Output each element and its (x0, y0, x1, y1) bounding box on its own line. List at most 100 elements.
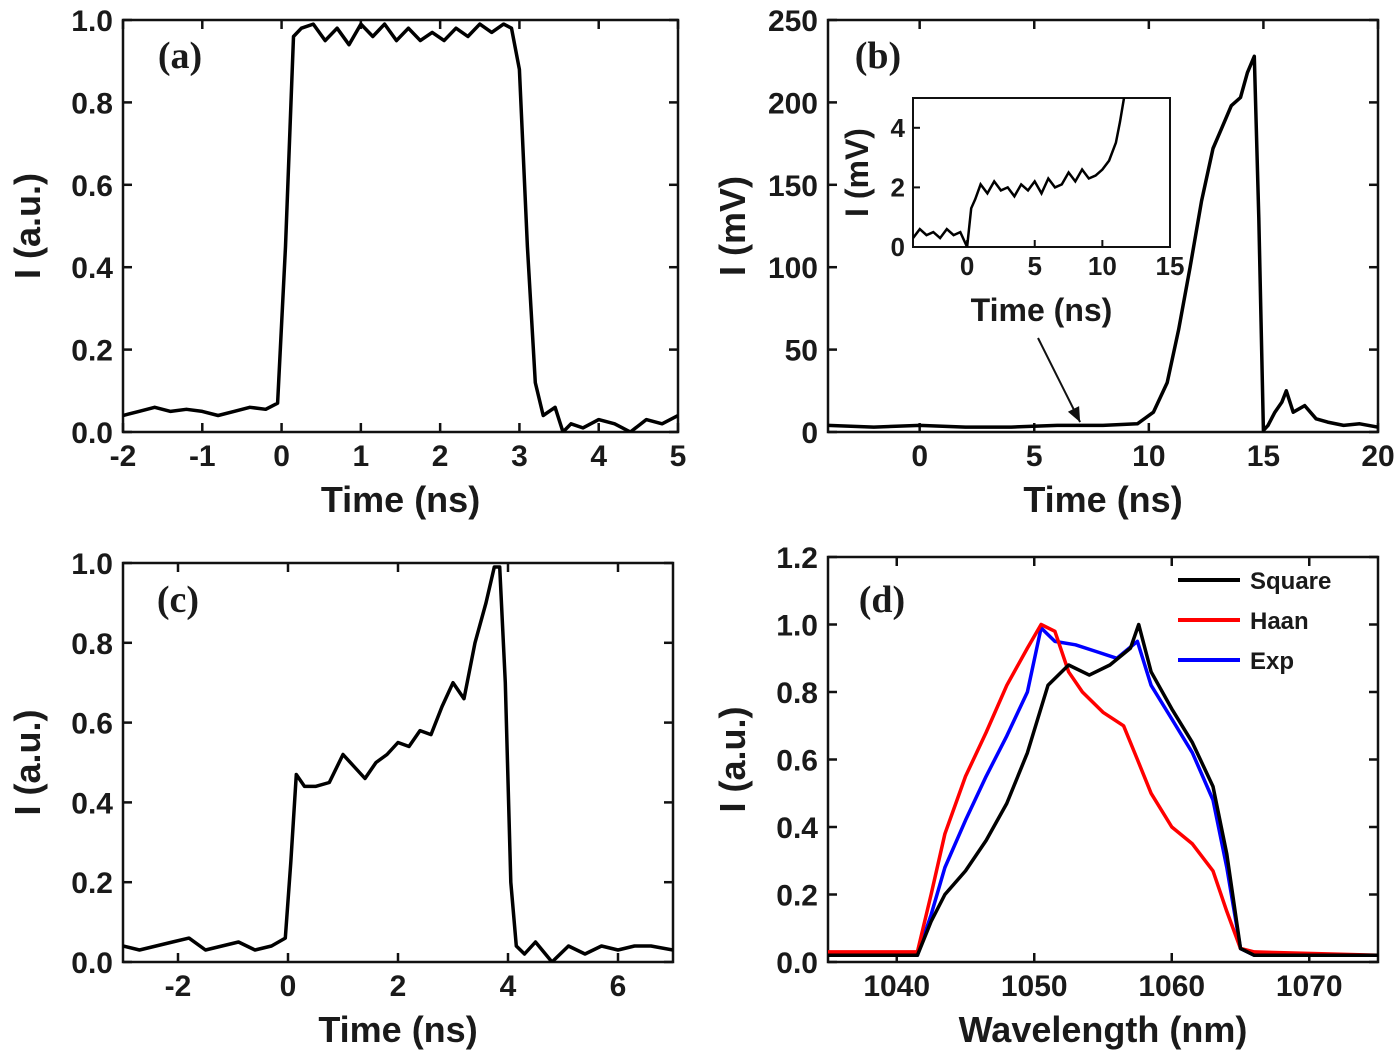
data-point (372, 35, 374, 38)
data-point (964, 426, 967, 428)
data-point (138, 410, 140, 413)
data-point (1212, 870, 1214, 872)
data-point (661, 423, 663, 425)
data-point (828, 424, 829, 427)
y-tick-label: 0.2 (71, 867, 113, 900)
data-point (1136, 758, 1139, 761)
data-point (1171, 708, 1173, 710)
x-tick-label: 1050 (1001, 970, 1068, 1003)
x-tick-label: 2 (390, 970, 407, 1003)
data-point (534, 941, 537, 943)
data-point (944, 833, 946, 835)
data-point (1253, 954, 1256, 957)
data-point (1026, 752, 1029, 754)
x-axis-title: Time (ns) (321, 479, 480, 520)
data-point (1047, 684, 1049, 687)
data-point (336, 27, 338, 30)
annotation-arrowhead (1067, 406, 1081, 423)
data-point (1226, 910, 1228, 913)
data-point (930, 920, 932, 923)
data-point (498, 566, 501, 568)
data-point (551, 961, 553, 962)
panel-a: -2 -1 0 1 2 3 4 5 0.0 0.2 0.4 0.6 0.8 1.0 Time (ns) I (… (7, 5, 686, 520)
data-point (443, 39, 445, 42)
data-point (1358, 423, 1361, 425)
data-point (985, 839, 987, 842)
x-tick-label: 2 (432, 440, 449, 473)
legend-label-exp: Exp (1250, 648, 1294, 675)
data-point (138, 949, 141, 951)
data-point (502, 23, 505, 25)
y-axis-title: I (mV) (712, 176, 753, 276)
y-tick-label: 0.8 (71, 87, 113, 120)
data-point (1212, 785, 1214, 788)
x-tick-label: -2 (110, 440, 137, 473)
data-point (431, 31, 434, 34)
y-tick-label: 0.8 (776, 677, 818, 710)
data-point (342, 753, 344, 756)
series-line-exp (828, 626, 1378, 958)
data-point (1342, 424, 1345, 427)
data-point (964, 870, 967, 872)
plot-frame (826, 18, 1380, 434)
data-point (324, 39, 327, 42)
data-point (1377, 954, 1378, 957)
inset-series-line (913, 98, 1126, 247)
data-point (155, 945, 157, 947)
data-point (1326, 421, 1329, 423)
data-point (1010, 426, 1013, 428)
panel-label: (b) (855, 35, 901, 77)
data-point (504, 681, 507, 684)
y-tick-label: 0.6 (71, 708, 113, 741)
data-point (944, 866, 946, 869)
y-tick-label: 250 (768, 5, 818, 38)
data-point (523, 953, 526, 955)
data-point (1230, 104, 1233, 107)
data-point (123, 945, 124, 947)
plot-frame (121, 561, 675, 964)
data-point (1281, 401, 1283, 404)
data-point (1253, 951, 1256, 953)
data-point (930, 893, 932, 896)
y-axis-title: I (a.u.) (7, 173, 48, 279)
data-point (452, 681, 454, 684)
legend-label-square: Square (1250, 568, 1331, 595)
panel-label: (d) (859, 579, 905, 621)
data-point (964, 775, 967, 778)
data-point (312, 23, 315, 25)
panel-d: 1040 1050 1060 1070 0.0 0.2 0.4 0.6 0.8 1.0 1.2 Wav… (712, 542, 1380, 1050)
data-point (1315, 418, 1317, 420)
data-point (1226, 853, 1228, 855)
x-axis-title: Time (ns) (1023, 479, 1182, 520)
data-point (570, 423, 572, 425)
inset-plot: 0 5 10 15 0 2 4 Time (ns) I (mV) (839, 97, 1184, 328)
data-point (1152, 411, 1155, 414)
x-axis-title: Time (ns) (318, 1009, 477, 1050)
data-point (1150, 671, 1152, 673)
y-tick-label: 0.4 (71, 252, 113, 285)
data-point (534, 381, 537, 384)
panel-label: (c) (157, 579, 199, 621)
data-point (672, 949, 673, 951)
data-point (1191, 752, 1194, 754)
x-tick-label: 4 (590, 440, 607, 473)
data-point (284, 245, 287, 248)
y-axis-title: I (a.u.) (712, 707, 753, 813)
data-point (554, 406, 556, 409)
data-point (1122, 725, 1125, 727)
x-tick-label: 5 (1026, 440, 1043, 473)
data-point (419, 39, 422, 42)
series-line-haan (828, 622, 1378, 958)
data-point (1166, 381, 1168, 384)
data-point (1177, 329, 1180, 331)
data-point (270, 945, 273, 947)
data-point (1054, 640, 1056, 643)
y-tick-label: 0.2 (71, 335, 113, 368)
data-point (964, 819, 967, 822)
y-tick-label: 150 (768, 170, 818, 203)
data-point (1267, 424, 1269, 427)
data-point (1212, 147, 1214, 150)
inset-x-axis-title: Time (ns) (971, 292, 1113, 328)
y-tick-label: 1.0 (776, 610, 818, 643)
data-point (1006, 802, 1008, 805)
